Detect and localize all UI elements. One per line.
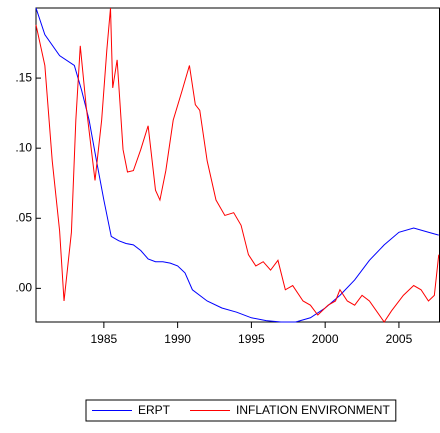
x-tick-label: 1985 <box>91 332 118 346</box>
series-line <box>35 7 439 323</box>
y-tick-label: .15 <box>15 70 32 84</box>
y-tick-label: .00 <box>15 281 32 295</box>
legend-label: ERPT <box>138 403 171 417</box>
y-tick-label: .05 <box>15 210 32 224</box>
x-tick-label: 2005 <box>386 332 413 346</box>
x-tick-label: 1990 <box>164 332 191 346</box>
series-line <box>35 7 440 323</box>
y-tick-label: .10 <box>15 140 32 154</box>
legend-label: INFLATION ENVIRONMENT <box>236 403 390 417</box>
x-tick-label: 1995 <box>238 332 265 346</box>
x-tick-label: 2000 <box>312 332 339 346</box>
legend-box <box>85 399 397 422</box>
